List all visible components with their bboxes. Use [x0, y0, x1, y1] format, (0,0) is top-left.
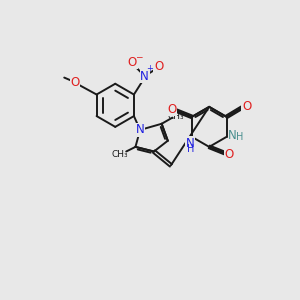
- Text: H: H: [236, 132, 243, 142]
- Text: +: +: [147, 64, 154, 73]
- Text: N: N: [228, 129, 237, 142]
- Text: N: N: [186, 136, 195, 149]
- Text: O: O: [128, 56, 137, 69]
- Text: O: O: [167, 103, 176, 116]
- Text: CH₃: CH₃: [112, 150, 128, 159]
- Text: N: N: [136, 123, 145, 136]
- Text: CH₃: CH₃: [167, 112, 184, 121]
- Text: O: O: [154, 60, 163, 73]
- Text: H: H: [187, 144, 194, 154]
- Text: O: O: [70, 76, 80, 89]
- Text: O: O: [242, 100, 251, 112]
- Text: −: −: [135, 52, 142, 61]
- Text: O: O: [225, 148, 234, 161]
- Text: N: N: [140, 70, 149, 83]
